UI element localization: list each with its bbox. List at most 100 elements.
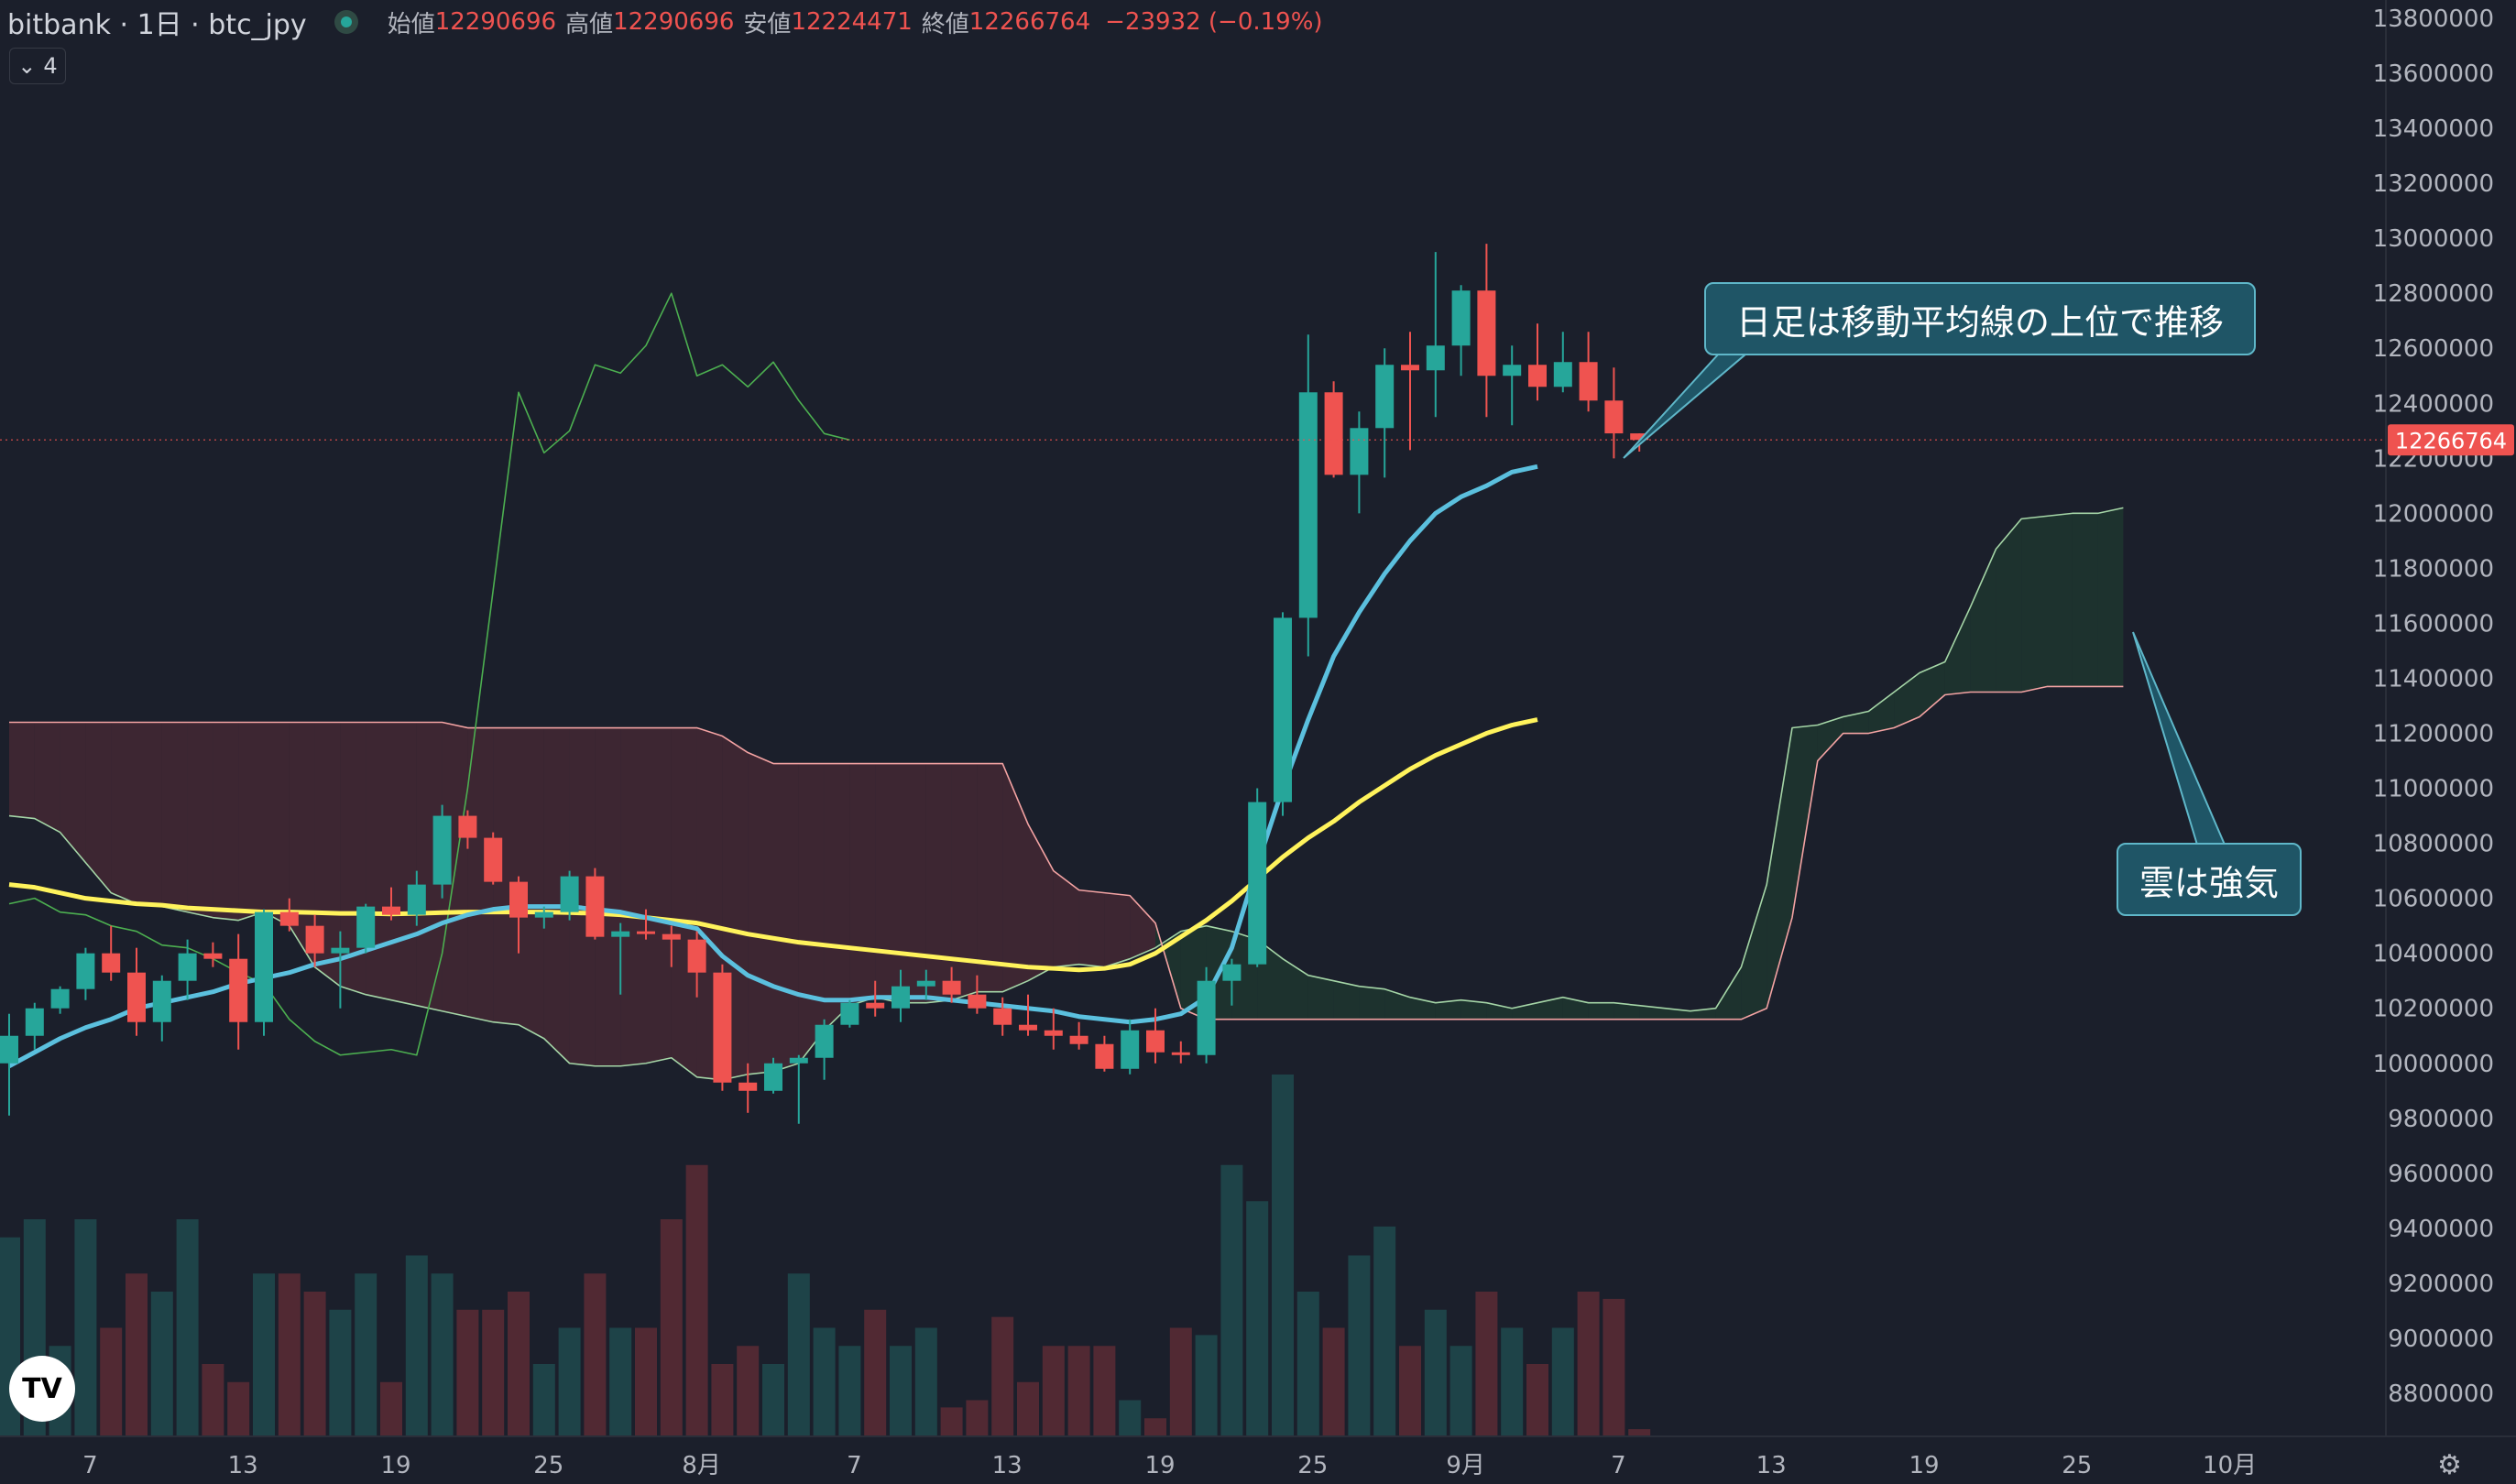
x-tick-label: 10月 <box>2203 1452 2257 1479</box>
candle-body <box>1426 345 1445 371</box>
tradingview-logo-icon[interactable]: TV <box>9 1356 75 1422</box>
candle-body <box>1171 1052 1190 1055</box>
x-tick-label: 25 <box>2062 1452 2092 1479</box>
cloud-segment <box>137 722 162 907</box>
cloud-segment <box>1078 889 1105 967</box>
candle-body <box>25 1008 44 1036</box>
open-label: 始値 <box>387 10 435 38</box>
cloud-segment <box>213 722 239 921</box>
y-tick-label: 9200000 <box>2388 1271 2494 1298</box>
cloud-segment <box>1843 711 1869 734</box>
volume-bar <box>1272 1075 1294 1436</box>
candle-body <box>637 931 655 934</box>
cloud-segment <box>620 727 646 1066</box>
candle-body <box>1477 290 1496 376</box>
volume-bar <box>1042 1346 1065 1436</box>
cloud-segment <box>798 763 825 1064</box>
y-tick-label: 10200000 <box>2373 996 2494 1023</box>
volume-bar <box>482 1309 505 1436</box>
span-b-line <box>9 685 2124 1020</box>
candle-body <box>1350 428 1369 475</box>
candle-body <box>993 1008 1012 1025</box>
y-tick-label: 13600000 <box>2373 60 2494 88</box>
candle-body <box>764 1063 782 1091</box>
volume-bar <box>508 1292 530 1436</box>
cloud-segment <box>264 722 290 926</box>
candle-body <box>1069 1035 1088 1044</box>
x-tick-label: 19 <box>380 1452 410 1479</box>
candle-body <box>1298 392 1318 618</box>
volume-bar <box>405 1255 428 1436</box>
volume-bar <box>1322 1327 1345 1436</box>
indicator-toggle-button[interactable]: ⌄ 4 <box>9 48 66 84</box>
y-tick-label: 9600000 <box>2388 1161 2494 1188</box>
candle-body <box>229 958 248 1022</box>
candle-body <box>1146 1030 1165 1053</box>
cloud-segment <box>416 722 443 1011</box>
volume-bar <box>1577 1292 1600 1436</box>
x-tick-label: 19 <box>1909 1452 1939 1479</box>
cloud-segment <box>569 727 596 1066</box>
cloud-segment <box>1562 997 1589 1020</box>
candle-body <box>892 986 910 1009</box>
cloud-segment <box>1817 716 1843 761</box>
cloud-segment <box>1384 988 1410 1020</box>
y-tick-label: 10000000 <box>2373 1051 2494 1078</box>
volume-bar <box>1449 1346 1472 1436</box>
symbol-title[interactable]: bitbank · 1日 · btc_jpy <box>7 9 307 41</box>
callout-pointers <box>1623 353 2226 846</box>
volume-bar <box>431 1273 454 1436</box>
cloud-segment <box>289 722 315 967</box>
candle-body <box>432 815 452 885</box>
candle-body <box>1401 365 1419 371</box>
volume-bar <box>380 1381 402 1436</box>
cloud-segment <box>977 763 1003 992</box>
settings-gear-icon[interactable]: ⚙ <box>2437 1449 2462 1481</box>
cloud-segment <box>1359 986 1385 1020</box>
cloud-segment <box>1104 892 1131 967</box>
high-label: 高値 <box>565 10 614 38</box>
candle-body <box>76 953 95 989</box>
x-tick-label: 25 <box>1297 1452 1328 1479</box>
y-tick-label: 11000000 <box>2373 776 2494 803</box>
cloud-segment <box>2047 513 2073 687</box>
volume-bar <box>456 1309 479 1436</box>
candle-body <box>356 906 376 948</box>
y-tick-label: 9000000 <box>2388 1326 2494 1353</box>
cloud-segment <box>1028 824 1054 981</box>
volume-bar <box>1475 1292 1498 1436</box>
candle-body <box>585 876 605 937</box>
candle-body <box>255 911 273 1022</box>
candle-body <box>534 911 553 918</box>
volume-bar <box>253 1273 275 1436</box>
x-tick-label: 25 <box>533 1452 563 1479</box>
y-tick-label: 13800000 <box>2373 5 2494 33</box>
cloud-segment <box>1614 1002 1640 1020</box>
candle-body <box>713 972 732 1083</box>
cloud-segment <box>646 727 672 1064</box>
x-tick-label: 13 <box>1756 1452 1787 1479</box>
candle-body <box>203 953 223 959</box>
volume-bar <box>558 1327 581 1436</box>
candle-body <box>1197 980 1216 1055</box>
cloud-segment <box>2021 516 2047 693</box>
volume-bar <box>737 1346 760 1436</box>
cloud-callout-text: 雲は強気 <box>2139 862 2279 903</box>
close-label: 終値 <box>921 10 969 38</box>
y-tick-label: 8800000 <box>2388 1380 2494 1408</box>
volume-bar <box>991 1316 1014 1436</box>
low-label: 安値 <box>743 10 792 38</box>
volume-bar <box>1144 1418 1166 1436</box>
y-tick-label: 12600000 <box>2373 335 2494 363</box>
volume-bar <box>966 1400 989 1436</box>
chevron-down-icon: ⌄ <box>17 53 37 79</box>
ichimoku-cloud <box>9 507 2124 1080</box>
volume-bar <box>940 1407 963 1436</box>
x-tick-label: 7 <box>1611 1452 1626 1479</box>
volume-bar <box>227 1381 250 1436</box>
cloud-segment <box>1410 997 1436 1020</box>
volume-bar <box>1195 1335 1218 1436</box>
candle-body <box>1579 362 1598 401</box>
